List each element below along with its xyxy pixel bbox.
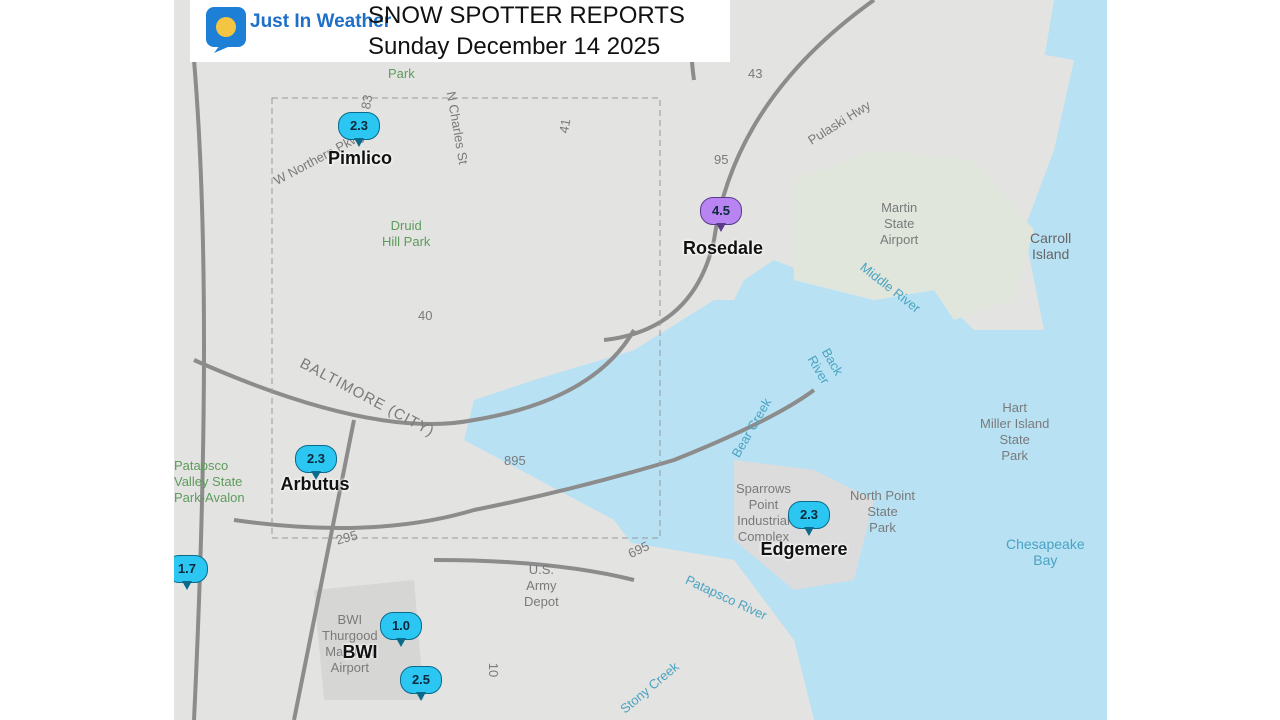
map-label: Chesapeake Bay — [1006, 536, 1085, 568]
report-marker: 2.3 — [295, 445, 337, 480]
label-line: Island — [1031, 246, 1070, 262]
label-line: 895 — [504, 453, 526, 468]
water — [464, 0, 1107, 720]
place-label: Pimlico — [327, 148, 393, 168]
label-line: 43 — [748, 66, 763, 81]
label-line: Airport — [880, 232, 919, 247]
label-line: State — [883, 216, 915, 231]
map-label: Carroll Island — [1030, 230, 1071, 262]
land — [174, 0, 814, 720]
map-label: BWI Thurgood Marshall Airport — [322, 612, 378, 676]
map-label: Park — [388, 66, 415, 82]
label-line: 41 — [556, 117, 574, 135]
map-label: Sparrows Point Industrial Complex — [736, 481, 791, 545]
map-label: 43 — [748, 66, 762, 82]
map-label: Hart Miller Island State Park — [980, 400, 1049, 464]
report-marker: 1.7 — [174, 555, 208, 590]
label-line: Patapsco — [174, 458, 229, 473]
label-line: Carroll — [1030, 230, 1072, 246]
label-line: Industrial — [737, 513, 790, 528]
map-label: Druid Hill Park — [382, 218, 430, 250]
city-boundary — [271, 97, 661, 539]
label-line: Airport — [330, 660, 369, 675]
place-label: Arbutus — [280, 474, 350, 494]
label-line: Miller Island — [980, 416, 1050, 431]
label-line: Druid — [390, 218, 422, 233]
map-label: Martin State Airport — [880, 200, 918, 248]
label-line: Martin — [881, 200, 918, 215]
report-marker: 2.3 — [788, 501, 830, 536]
label-line: BWI — [337, 612, 363, 627]
label-line: Complex — [737, 529, 790, 544]
map-shapes — [174, 0, 1107, 720]
label-line: 10 — [486, 662, 502, 678]
label-line: Sparrows — [736, 481, 791, 496]
label-line: U.S. — [528, 562, 554, 577]
map-label: North Point State Park — [850, 488, 915, 536]
map-label: Patapsco Valley State Park-Avalon — [174, 458, 245, 506]
label-line: Park — [869, 520, 896, 535]
land — [794, 150, 1034, 320]
label-line: Park — [1001, 448, 1029, 463]
label-line: Park — [388, 66, 415, 81]
map-label: 895 — [504, 453, 526, 469]
header: Just In Weather SNOW SPOTTER REPORTS Sun… — [190, 0, 730, 62]
label-line: Hart — [1002, 400, 1027, 415]
map-label: 83 — [358, 93, 376, 110]
place-label: BWI — [342, 642, 378, 662]
label-line: Bay — [1033, 552, 1058, 568]
logo-icon — [206, 7, 246, 53]
place-label: Edgemere — [760, 539, 848, 559]
label-line: Marshall — [325, 644, 375, 659]
label-line: Point — [748, 497, 779, 512]
label-line: North Point — [850, 488, 916, 503]
label-line: Valley State — [174, 474, 243, 489]
map-label: 10 — [485, 663, 501, 677]
airport — [314, 580, 424, 700]
label-line: 83 — [358, 93, 376, 111]
report-marker: 4.5 — [700, 197, 742, 232]
label-line: Hill Park — [382, 234, 431, 249]
title: SNOW SPOTTER REPORTS — [368, 2, 685, 29]
label-line: Thurgood — [322, 628, 378, 643]
label-line: Depot — [524, 594, 559, 609]
map: Park Druid Hill Park Martin State Airport C… — [174, 0, 1107, 720]
report-marker: 2.3 — [338, 112, 380, 147]
map-label: 41 — [556, 117, 574, 134]
label-line: Park-Avalon — [174, 490, 245, 505]
label-line: Army — [526, 578, 557, 593]
label-line: State — [999, 432, 1030, 447]
report-marker: 2.5 — [400, 666, 442, 701]
label-line: State — [867, 504, 898, 519]
map-label: 95 — [714, 152, 728, 168]
map-label: 40 — [418, 308, 432, 324]
label-line: 95 — [714, 152, 729, 167]
label-line: Chesapeake — [1006, 536, 1085, 552]
map-label: U.S. Army Depot — [524, 562, 559, 610]
date: Sunday December 14 2025 — [368, 33, 661, 60]
report-marker: 1.0 — [380, 612, 422, 647]
place-label: Rosedale — [682, 238, 764, 258]
label-line: 40 — [418, 308, 433, 323]
logo-text: Just In Weather — [250, 11, 392, 32]
